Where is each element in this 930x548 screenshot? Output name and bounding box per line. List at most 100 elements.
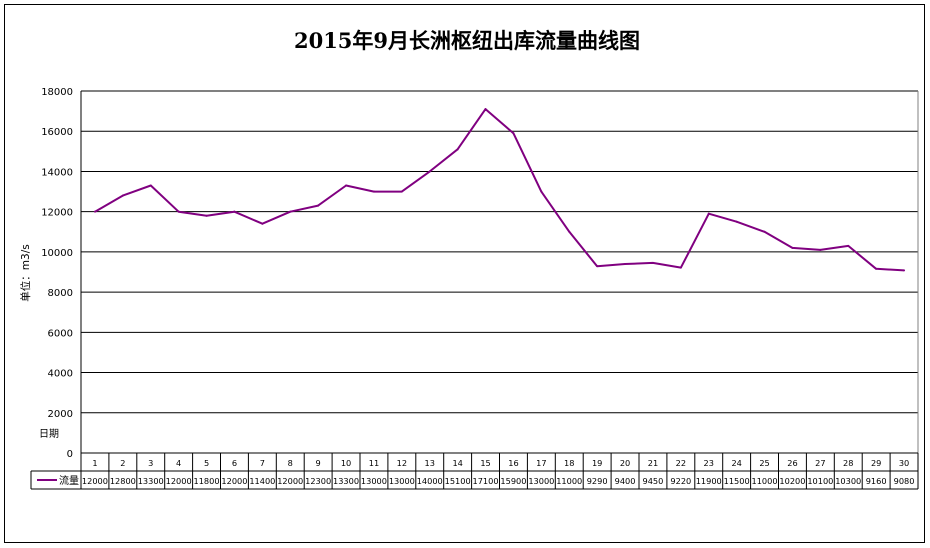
data-point	[512, 132, 515, 135]
data-point	[735, 220, 738, 223]
data-point	[93, 210, 96, 213]
data-point	[177, 210, 180, 213]
data-point	[261, 222, 264, 225]
x-tick-label: 4	[176, 458, 181, 468]
x-tick-label: 9	[316, 458, 321, 468]
data-value-label: 12000	[82, 476, 108, 486]
data-point	[568, 230, 571, 233]
data-point	[624, 262, 627, 265]
y-tick-label: 14000	[41, 167, 73, 178]
data-value-label: 11400	[249, 476, 275, 486]
data-value-label: 11500	[724, 476, 750, 486]
data-value-label: 9400	[615, 476, 636, 486]
x-tick-label: 23	[704, 458, 714, 468]
data-value-label: 11800	[194, 476, 220, 486]
x-tick-label: 19	[592, 458, 602, 468]
x-tick-label: 8	[288, 458, 293, 468]
x-tick-label: 3	[148, 458, 153, 468]
data-point	[791, 246, 794, 249]
data-point	[903, 269, 906, 272]
data-point	[121, 194, 124, 197]
data-value-label: 13000	[528, 476, 554, 486]
y-tick-label: 8000	[48, 288, 73, 299]
data-point	[596, 265, 599, 268]
x-tick-label: 26	[787, 458, 797, 468]
data-point	[707, 212, 710, 215]
data-point	[847, 244, 850, 247]
x-tick-label: 2	[120, 458, 125, 468]
data-value-label: 11000	[556, 476, 582, 486]
data-point	[345, 184, 348, 187]
series-line-0	[94, 108, 905, 272]
y-tick-label: 10000	[41, 248, 73, 259]
x-tick-label: 21	[648, 458, 658, 468]
data-value-label: 13300	[333, 476, 359, 486]
x-tick-label: 22	[676, 458, 686, 468]
y-tick-label: 0	[67, 449, 73, 460]
data-value-label: 12000	[221, 476, 247, 486]
data-value-label: 9220	[670, 476, 691, 486]
x-tick-label: 30	[899, 458, 909, 468]
chart-frame: 2015年9月长洲枢纽出库流量曲线图 0 2000 4000 6000 8000 1000…	[4, 4, 925, 543]
data-value-label: 17100	[473, 476, 499, 486]
data-point	[372, 190, 375, 193]
x-tick-label: 27	[815, 458, 825, 468]
x-axis-label: 日期	[39, 428, 59, 440]
data-point	[205, 214, 208, 217]
data-table: 1 2 3 4 5 6 7 8 9 10 11 12 13 14 15 16 17 18 19 20 21 22 23 24 2…	[30, 452, 919, 490]
data-value-label: 13000	[361, 476, 387, 486]
data-point	[875, 267, 878, 270]
data-value-label: 12000	[166, 476, 192, 486]
series-lines	[93, 108, 906, 272]
data-point	[819, 248, 822, 251]
x-tick-label: 5	[204, 458, 209, 468]
data-point	[428, 170, 431, 173]
x-tick-label: 24	[731, 458, 741, 468]
x-tick-label: 17	[536, 458, 546, 468]
data-point	[317, 204, 320, 207]
data-value-label: 10100	[807, 476, 833, 486]
data-value-label: 9160	[866, 476, 887, 486]
data-value-label: 12000	[277, 476, 303, 486]
legend-label: 流量	[59, 474, 79, 487]
data-point	[540, 190, 543, 193]
line-chart: 2015年9月长洲枢纽出库流量曲线图 0 2000 4000 6000 8000 1000…	[19, 28, 919, 490]
data-value-label: 12800	[110, 476, 136, 486]
x-tick-label: 6	[232, 458, 237, 468]
x-tick-label: 20	[620, 458, 630, 468]
x-tick-label: 28	[843, 458, 853, 468]
x-tick-label: 16	[508, 458, 518, 468]
data-value-label: 12300	[305, 476, 331, 486]
data-value-label: 11900	[696, 476, 722, 486]
y-axis-label: 单位：m3/s	[19, 244, 32, 301]
y-tick-label: 6000	[48, 328, 73, 339]
data-value-label: 9290	[587, 476, 608, 486]
x-tick-label: 1	[92, 458, 97, 468]
y-axis-ticks: 0 2000 4000 6000 8000 10000 12000 14000 16000 180…	[41, 87, 73, 460]
data-value-label: 9450	[643, 476, 664, 486]
y-tick-label: 12000	[41, 208, 73, 219]
data-value-label: 15900	[500, 476, 526, 486]
data-point	[233, 210, 236, 213]
x-tick-label: 15	[480, 458, 490, 468]
x-tick-label: 29	[871, 458, 881, 468]
x-tick-label: 7	[260, 458, 265, 468]
y-tick-label: 18000	[41, 87, 73, 98]
data-point	[484, 108, 487, 111]
data-value-label: 10200	[779, 476, 805, 486]
data-value-label: 15100	[445, 476, 471, 486]
y-tick-label: 16000	[41, 127, 73, 138]
y-tick-label: 4000	[48, 369, 73, 380]
x-tick-label: 18	[564, 458, 574, 468]
data-value-label: 10300	[835, 476, 861, 486]
data-point	[679, 266, 682, 269]
chart-title: 2015年9月长洲枢纽出库流量曲线图	[294, 28, 640, 53]
gridlines	[80, 90, 919, 454]
data-value-label: 9080	[894, 476, 915, 486]
data-value-label: 13300	[138, 476, 164, 486]
x-tick-label: 10	[341, 458, 351, 468]
data-point	[651, 261, 654, 264]
data-value-label: 14000	[417, 476, 443, 486]
x-tick-label: 13	[425, 458, 435, 468]
x-tick-label: 11	[369, 458, 379, 468]
